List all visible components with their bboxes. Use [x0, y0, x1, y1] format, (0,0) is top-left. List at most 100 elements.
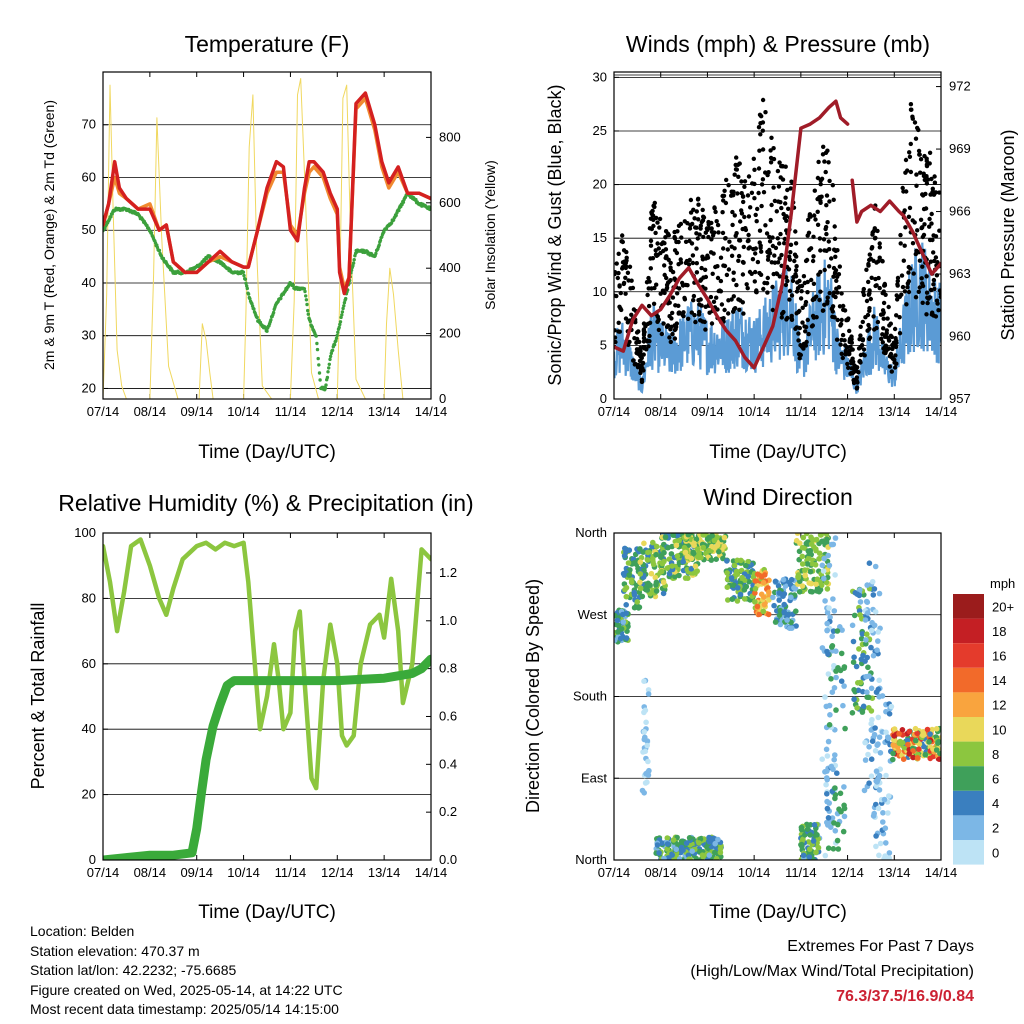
- direction-point: [897, 738, 903, 745]
- direction-point: [641, 540, 647, 547]
- direction-point: [912, 725, 919, 732]
- direction-point: [805, 555, 812, 562]
- direction-point: [851, 612, 858, 619]
- direction-point: [890, 750, 896, 757]
- colorbar-swatch: [953, 815, 984, 840]
- direction-point: [873, 833, 879, 839]
- direction-point: [896, 731, 902, 737]
- temp-xtick-label: 10/14: [227, 404, 260, 419]
- direction-point: [891, 726, 898, 732]
- direction-point: [642, 734, 648, 741]
- direction-point: [876, 677, 882, 684]
- direction-point: [872, 609, 879, 615]
- direction-point: [642, 748, 649, 755]
- direction-point: [875, 638, 881, 644]
- direction-point: [870, 592, 877, 598]
- direction-point: [876, 852, 882, 859]
- colorbar-label: 8: [992, 747, 999, 762]
- direction-point: [833, 648, 839, 654]
- direction-point: [738, 557, 744, 564]
- solar-insolation-line: [103, 78, 431, 399]
- direction-point: [631, 604, 638, 611]
- direction-point: [835, 821, 841, 828]
- direction-point: [798, 826, 805, 833]
- direction-point: [838, 808, 844, 815]
- direction-point: [716, 548, 722, 555]
- direction-point: [781, 601, 787, 608]
- direction-point: [865, 664, 871, 671]
- direction-point: [623, 584, 630, 591]
- direction-point: [859, 709, 866, 715]
- temp-ytick-label: 30: [82, 328, 96, 343]
- direction-point: [798, 841, 805, 848]
- direction-point: [857, 679, 864, 686]
- direction-point: [625, 560, 632, 566]
- direction-point: [670, 837, 677, 843]
- direction-point: [729, 596, 735, 602]
- direction-point: [735, 585, 741, 591]
- station-elevation: Station elevation: 470.37 m: [30, 942, 200, 959]
- direction-point: [645, 758, 651, 765]
- direction-point: [866, 705, 872, 711]
- direction-point: [813, 581, 819, 587]
- direction-point: [819, 562, 826, 569]
- direction-point: [862, 757, 869, 763]
- direction-point: [674, 553, 681, 559]
- direction-point: [799, 583, 806, 589]
- direction-point: [885, 810, 891, 816]
- direction-point: [869, 738, 876, 744]
- direction-point: [906, 728, 913, 735]
- direction-point: [658, 554, 664, 560]
- direction-point: [737, 591, 744, 598]
- direction-point: [673, 846, 679, 853]
- direction-point: [833, 668, 839, 674]
- direction-point: [826, 800, 832, 806]
- station-latlon: Station lat/lon: 42.2232; -75.6685: [30, 962, 237, 978]
- direction-point: [637, 546, 643, 552]
- direction-point: [849, 710, 856, 716]
- direction-point: [877, 840, 884, 847]
- direction-point: [706, 852, 713, 858]
- extremes-heading: Extremes For Past 7 Days: [787, 938, 974, 955]
- direction-point: [826, 702, 833, 709]
- direction-point: [816, 556, 822, 562]
- direction-point: [682, 575, 689, 581]
- direction-point: [802, 572, 808, 579]
- direction-point: [772, 619, 779, 625]
- direction-point: [623, 635, 630, 641]
- direction-point: [795, 573, 801, 580]
- direction-point: [724, 570, 730, 576]
- station-info: Location: Belden Station elevation: 470.…: [30, 922, 343, 1020]
- direction-point: [724, 584, 731, 590]
- direction-point: [864, 582, 870, 588]
- direction-point: [905, 741, 911, 748]
- direction-point: [788, 576, 795, 583]
- direction-point: [829, 633, 835, 640]
- direction-point: [823, 781, 829, 788]
- temp-ytick-right-label: 400: [439, 260, 461, 275]
- direction-point: [926, 739, 932, 745]
- direction-point: [765, 611, 772, 618]
- direction-point: [752, 586, 759, 592]
- direction-point: [777, 621, 784, 628]
- direction-point: [866, 560, 873, 566]
- colorbar-label: 14: [992, 673, 1006, 688]
- direction-point: [711, 537, 718, 544]
- direction-point: [837, 790, 844, 797]
- colorbar-label: 20+: [992, 599, 1014, 614]
- direction-point: [637, 585, 644, 592]
- direction-point: [882, 825, 889, 831]
- direction-point: [676, 572, 682, 579]
- direction-point: [664, 835, 671, 841]
- colorbar-swatch: [953, 643, 984, 668]
- temp-xtick-label: 12/14: [321, 404, 354, 419]
- direction-point: [658, 568, 665, 575]
- direction-point: [849, 622, 856, 629]
- direction-point: [781, 609, 787, 615]
- direction-point: [652, 574, 659, 581]
- direction-point: [816, 588, 822, 595]
- direction-point: [826, 722, 833, 728]
- direction-point: [860, 703, 867, 710]
- colorbar-label: 16: [992, 649, 1006, 664]
